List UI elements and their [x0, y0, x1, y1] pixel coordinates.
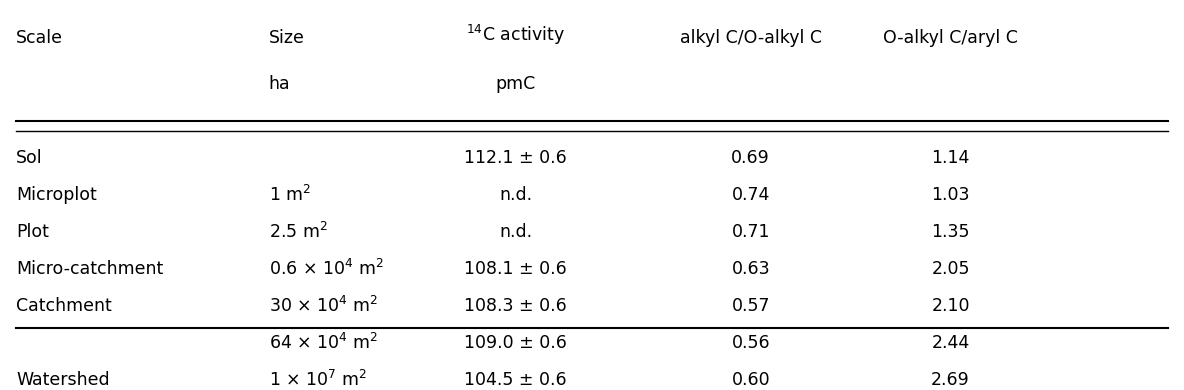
- Text: $^{14}$C activity: $^{14}$C activity: [466, 23, 565, 47]
- Text: 112.1 ± 0.6: 112.1 ± 0.6: [464, 149, 567, 167]
- Text: 108.1 ± 0.6: 108.1 ± 0.6: [464, 260, 567, 278]
- Text: Watershed: Watershed: [15, 371, 110, 389]
- Text: 1 × 10$^{7}$ m$^{2}$: 1 × 10$^{7}$ m$^{2}$: [269, 370, 367, 390]
- Text: 64 × 10$^{4}$ m$^{2}$: 64 × 10$^{4}$ m$^{2}$: [269, 333, 378, 353]
- Text: Scale: Scale: [15, 29, 63, 47]
- Text: 0.60: 0.60: [732, 371, 770, 389]
- Text: 2.44: 2.44: [932, 334, 970, 352]
- Text: Plot: Plot: [15, 223, 49, 241]
- Text: 2.10: 2.10: [932, 297, 970, 315]
- Text: Micro-catchment: Micro-catchment: [15, 260, 163, 278]
- Text: alkyl C/O-alkyl C: alkyl C/O-alkyl C: [680, 29, 822, 47]
- Text: 1.14: 1.14: [932, 149, 970, 167]
- Text: 0.69: 0.69: [732, 149, 770, 167]
- Text: 0.6 × 10$^{4}$ m$^{2}$: 0.6 × 10$^{4}$ m$^{2}$: [269, 259, 384, 279]
- Text: Sol: Sol: [15, 149, 43, 167]
- Text: 0.56: 0.56: [732, 334, 770, 352]
- Text: 1 m$^{2}$: 1 m$^{2}$: [269, 185, 311, 205]
- Text: 2.05: 2.05: [932, 260, 970, 278]
- Text: Catchment: Catchment: [15, 297, 111, 315]
- Text: 0.63: 0.63: [732, 260, 770, 278]
- Text: pmC: pmC: [495, 75, 535, 93]
- Text: 30 × 10$^{4}$ m$^{2}$: 30 × 10$^{4}$ m$^{2}$: [269, 296, 378, 316]
- Text: 2.5 m$^{2}$: 2.5 m$^{2}$: [269, 222, 328, 242]
- Text: 0.74: 0.74: [732, 186, 770, 204]
- Text: 2.69: 2.69: [931, 371, 970, 389]
- Text: Size: Size: [269, 29, 304, 47]
- Text: n.d.: n.d.: [498, 223, 532, 241]
- Text: n.d.: n.d.: [498, 186, 532, 204]
- Text: 108.3 ± 0.6: 108.3 ± 0.6: [464, 297, 567, 315]
- Text: 1.03: 1.03: [932, 186, 970, 204]
- Text: 104.5 ± 0.6: 104.5 ± 0.6: [464, 371, 567, 389]
- Text: 0.71: 0.71: [732, 223, 770, 241]
- Text: Microplot: Microplot: [15, 186, 97, 204]
- Text: 1.35: 1.35: [932, 223, 970, 241]
- Text: 109.0 ± 0.6: 109.0 ± 0.6: [464, 334, 567, 352]
- Text: O-alkyl C/aryl C: O-alkyl C/aryl C: [883, 29, 1018, 47]
- Text: 0.57: 0.57: [732, 297, 770, 315]
- Text: ha: ha: [269, 75, 290, 93]
